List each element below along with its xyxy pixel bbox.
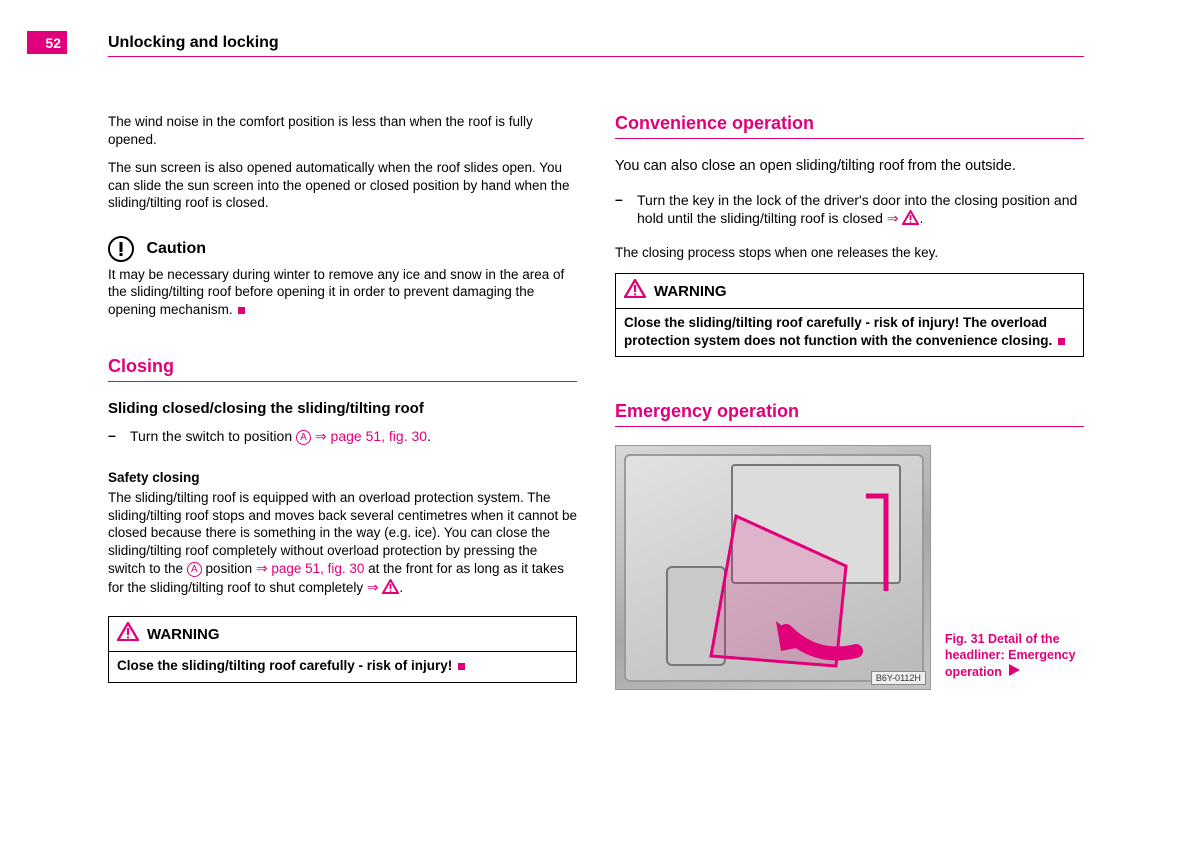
end-square-icon bbox=[458, 663, 465, 670]
safety-heading: Safety closing bbox=[108, 470, 577, 485]
emergency-heading: Emergency operation bbox=[615, 401, 1084, 427]
arrow-icon: ⇒ bbox=[315, 428, 327, 444]
convenience-bullet-text: Turn the key in the lock of the driver's… bbox=[637, 191, 1084, 230]
end-square-icon bbox=[1058, 338, 1065, 345]
warning-header: WARNING bbox=[109, 617, 576, 652]
caution-label: Caution bbox=[146, 240, 206, 258]
page-reference-link[interactable]: page 51, fig. 30 bbox=[331, 428, 428, 444]
closing-subheading: Sliding closed/closing the sliding/tilti… bbox=[108, 400, 577, 417]
end-square-icon bbox=[238, 307, 245, 314]
warning-text: Close the sliding/tilting roof carefully… bbox=[624, 315, 1052, 348]
bullet-dash-icon: – bbox=[108, 427, 130, 446]
caution-block: Caution It may be necessary during winte… bbox=[108, 236, 577, 319]
caution-icon bbox=[108, 236, 134, 262]
conv-text-a: Turn the key in the lock of the driver's… bbox=[637, 192, 1077, 227]
warning-triangle-icon bbox=[902, 210, 919, 230]
caution-text: It may be necessary during winter to rem… bbox=[108, 266, 577, 319]
warning-label: WARNING bbox=[147, 626, 220, 643]
arrow-icon: ⇒ bbox=[887, 210, 899, 226]
figure-overlay bbox=[616, 446, 931, 690]
page-reference-link[interactable]: page 51, fig. 30 bbox=[271, 561, 364, 576]
convenience-bullet: – Turn the key in the lock of the driver… bbox=[615, 191, 1084, 230]
page-title: Unlocking and locking bbox=[108, 34, 279, 52]
bullet-text-pre: Turn the switch to position bbox=[130, 428, 296, 444]
page-number: 52 bbox=[27, 31, 67, 54]
warning-body: Close the sliding/tilting roof carefully… bbox=[109, 652, 576, 682]
warning-text: Close the sliding/tilting roof carefully… bbox=[117, 658, 452, 673]
bullet-text-post: . bbox=[427, 428, 431, 444]
continue-arrow-icon bbox=[1009, 664, 1020, 680]
right-column: Convenience operation You can also close… bbox=[615, 113, 1084, 690]
position-word: position bbox=[202, 561, 256, 576]
convenience-intro: You can also close an open sliding/tilti… bbox=[615, 157, 1084, 177]
figure-code: B6Y-0112H bbox=[871, 671, 926, 685]
left-column: The wind noise in the comfort position i… bbox=[108, 113, 577, 683]
arrow-icon: ⇒ bbox=[256, 560, 268, 576]
convenience-para: The closing process stops when one relea… bbox=[615, 244, 1084, 262]
closing-bullet: – Turn the switch to position A ⇒ page 5… bbox=[108, 427, 577, 446]
conv-text-b: . bbox=[919, 210, 923, 226]
figure-area: B6Y-0112H Fig. 31 Detail of the headline… bbox=[615, 445, 1084, 690]
intro-para-2: The sun screen is also opened automatica… bbox=[108, 159, 577, 212]
safety-text-c: . bbox=[399, 580, 403, 595]
arrow-icon: ⇒ bbox=[367, 579, 379, 595]
figure-image: B6Y-0112H bbox=[615, 445, 931, 690]
warning-triangle-icon bbox=[382, 579, 399, 599]
warning-box: WARNING Close the sliding/tilting roof c… bbox=[615, 273, 1084, 357]
closing-heading: Closing bbox=[108, 356, 577, 382]
header-rule bbox=[108, 56, 1084, 57]
convenience-heading: Convenience operation bbox=[615, 113, 1084, 139]
closing-bullet-text: Turn the switch to position A ⇒ page 51,… bbox=[130, 427, 577, 446]
safety-paragraph: The sliding/tilting roof is equipped wit… bbox=[108, 489, 577, 598]
warning-label: WARNING bbox=[654, 283, 727, 300]
warning-body: Close the sliding/tilting roof carefully… bbox=[616, 309, 1083, 356]
bullet-dash-icon: – bbox=[615, 191, 637, 230]
circled-a-icon: A bbox=[187, 562, 202, 577]
circled-a-icon: A bbox=[296, 430, 311, 445]
intro-para-1: The wind noise in the comfort position i… bbox=[108, 113, 577, 148]
caution-text-span: It may be necessary during winter to rem… bbox=[108, 267, 564, 317]
warning-box: WARNING Close the sliding/tilting roof c… bbox=[108, 616, 577, 683]
warning-triangle-icon bbox=[624, 279, 646, 303]
figure-caption: Fig. 31 Detail of the headliner: Emergen… bbox=[945, 631, 1084, 690]
warning-triangle-icon bbox=[117, 622, 139, 646]
warning-header: WARNING bbox=[616, 274, 1083, 309]
